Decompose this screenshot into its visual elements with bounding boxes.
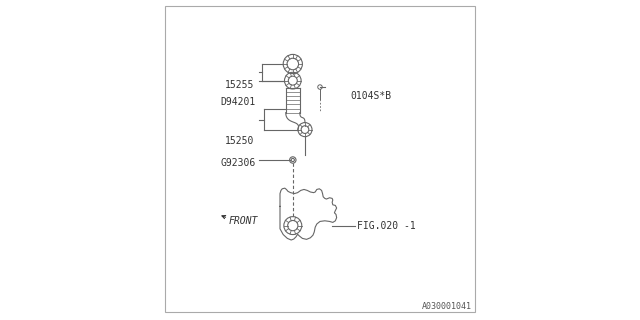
Text: 15250: 15250	[225, 136, 254, 146]
Text: A030001041: A030001041	[422, 302, 472, 311]
Text: G92306: G92306	[220, 158, 255, 168]
Text: 0104S*B: 0104S*B	[351, 91, 392, 101]
Text: 15255: 15255	[225, 80, 254, 90]
Text: D94201: D94201	[220, 97, 255, 108]
Text: FIG.020 -1: FIG.020 -1	[357, 220, 415, 231]
Text: FRONT: FRONT	[229, 216, 258, 226]
